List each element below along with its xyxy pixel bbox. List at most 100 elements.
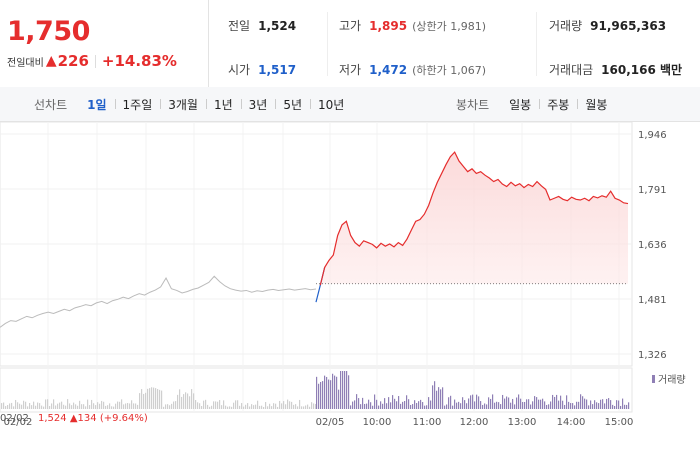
volume-bar <box>297 406 299 409</box>
stat-label: 거래량 <box>549 19 583 33</box>
stat-value: 1,524 <box>258 19 297 33</box>
period-5y[interactable]: 5년 <box>275 96 310 113</box>
x-tick-label: 02/02 <box>4 417 33 428</box>
volume-bar <box>610 400 612 409</box>
volume-bar <box>368 399 370 409</box>
volume-bar <box>277 406 279 409</box>
stat-sub: (하한가 1,067) <box>412 64 486 77</box>
volume-bar <box>103 401 105 409</box>
today-series <box>315 151 629 303</box>
price-summary: 1,750 전일대비 ▲ 226 +14.83% <box>0 0 209 87</box>
volume-bar <box>398 396 400 409</box>
volume-bar <box>93 403 95 409</box>
volume-bar <box>564 404 566 409</box>
volume-bar <box>590 400 592 409</box>
x-axis-labels: 02/02 02/05 10:00 11:00 12:00 13:00 14:00 15:00 <box>4 417 634 428</box>
volume-bar <box>320 381 322 409</box>
volume-bar <box>392 395 394 409</box>
volume-bar <box>207 404 209 409</box>
volume-bar <box>440 389 442 409</box>
volume-bar <box>484 403 486 409</box>
volume-bar <box>554 396 556 409</box>
stat-label: 고가 <box>339 19 362 33</box>
volume-bar <box>35 405 37 409</box>
current-price: 1,750 <box>7 16 90 47</box>
volume-bar <box>143 393 145 409</box>
volume-bar <box>504 398 506 409</box>
volume-bar <box>153 387 155 409</box>
volume-bar <box>376 399 378 409</box>
period-3y[interactable]: 3년 <box>240 96 276 113</box>
volume-bar <box>442 387 444 409</box>
volume-bar <box>101 400 103 409</box>
volume-bar <box>63 404 65 409</box>
volume-bar <box>7 405 9 409</box>
volume-bar <box>175 401 177 409</box>
volume-bar <box>360 404 362 409</box>
volume-bar <box>426 405 428 409</box>
candle-monthly[interactable]: 월봉 <box>577 96 615 113</box>
volume-bar <box>512 398 514 409</box>
candle-daily[interactable]: 일봉 <box>509 97 532 112</box>
volume-bar <box>253 405 255 409</box>
change-value: 226 <box>57 52 89 70</box>
volume-bar <box>542 398 544 409</box>
period-1w[interactable]: 1주일 <box>114 96 161 113</box>
y-tick-label: 1,326 <box>638 350 667 361</box>
quote-header: 1,750 전일대비 ▲ 226 +14.83% 전일 1,524 시가 1,5… <box>0 0 700 88</box>
volume-bar <box>412 404 414 409</box>
volume-bar <box>476 394 478 409</box>
volume-bar <box>374 394 376 409</box>
volume-bar <box>582 396 584 409</box>
volume-bar <box>237 400 239 409</box>
volume-bar <box>235 400 237 409</box>
stat-sub: (상한가 1,981) <box>412 20 486 33</box>
period-3m[interactable]: 3개월 <box>160 96 206 113</box>
volume-bar <box>570 403 572 409</box>
candle-weekly[interactable]: 주봉 <box>539 96 577 113</box>
volume-bar <box>532 401 534 409</box>
volume-bar <box>159 389 161 409</box>
volume-bar <box>279 400 281 409</box>
volume-bar <box>89 405 91 409</box>
price-chart[interactable]: 1,946 1,791 1,636 1,481 1,326 02/02 02/05 10:0… <box>0 122 700 450</box>
volume-bar <box>221 405 223 409</box>
volume-bar <box>105 405 107 409</box>
x-tick-label: 14:00 <box>557 417 586 428</box>
volume-bar <box>410 404 412 409</box>
volume-bar <box>31 405 33 409</box>
volume-bar <box>81 404 83 409</box>
volume-bar <box>626 404 628 409</box>
volume-bar <box>33 401 35 409</box>
volume-bar <box>342 371 344 409</box>
volume-bar <box>436 390 438 409</box>
volume-bar <box>189 396 191 409</box>
volume-bar <box>384 398 386 409</box>
volume-bar <box>380 401 382 409</box>
volume-bar <box>624 404 626 409</box>
volume-bar <box>594 400 596 409</box>
volume-bar <box>574 405 576 409</box>
period-1d[interactable]: 1일 <box>87 97 107 112</box>
volume-bar <box>65 405 67 409</box>
volume-bar <box>257 400 259 409</box>
volume-bar <box>181 396 183 409</box>
volume-bar <box>21 404 23 409</box>
divider <box>94 54 96 68</box>
volume-bar <box>123 404 125 409</box>
volume-bar <box>386 403 388 409</box>
x-tick-label: 15:00 <box>605 417 634 428</box>
volume-bar <box>109 403 111 409</box>
stat-value: 1,472 <box>369 63 408 77</box>
volume-bar <box>59 402 61 409</box>
volume-bar <box>1 403 3 409</box>
volume-bar <box>299 399 301 409</box>
volume-bar <box>241 403 243 409</box>
volume-bar <box>352 401 354 409</box>
period-1y[interactable]: 1년 <box>205 96 241 113</box>
volume-bar <box>596 402 598 409</box>
volume-bar <box>229 406 231 409</box>
volume-bar <box>496 401 498 409</box>
period-10y[interactable]: 10년 <box>310 96 352 113</box>
volume-bar <box>211 405 213 409</box>
